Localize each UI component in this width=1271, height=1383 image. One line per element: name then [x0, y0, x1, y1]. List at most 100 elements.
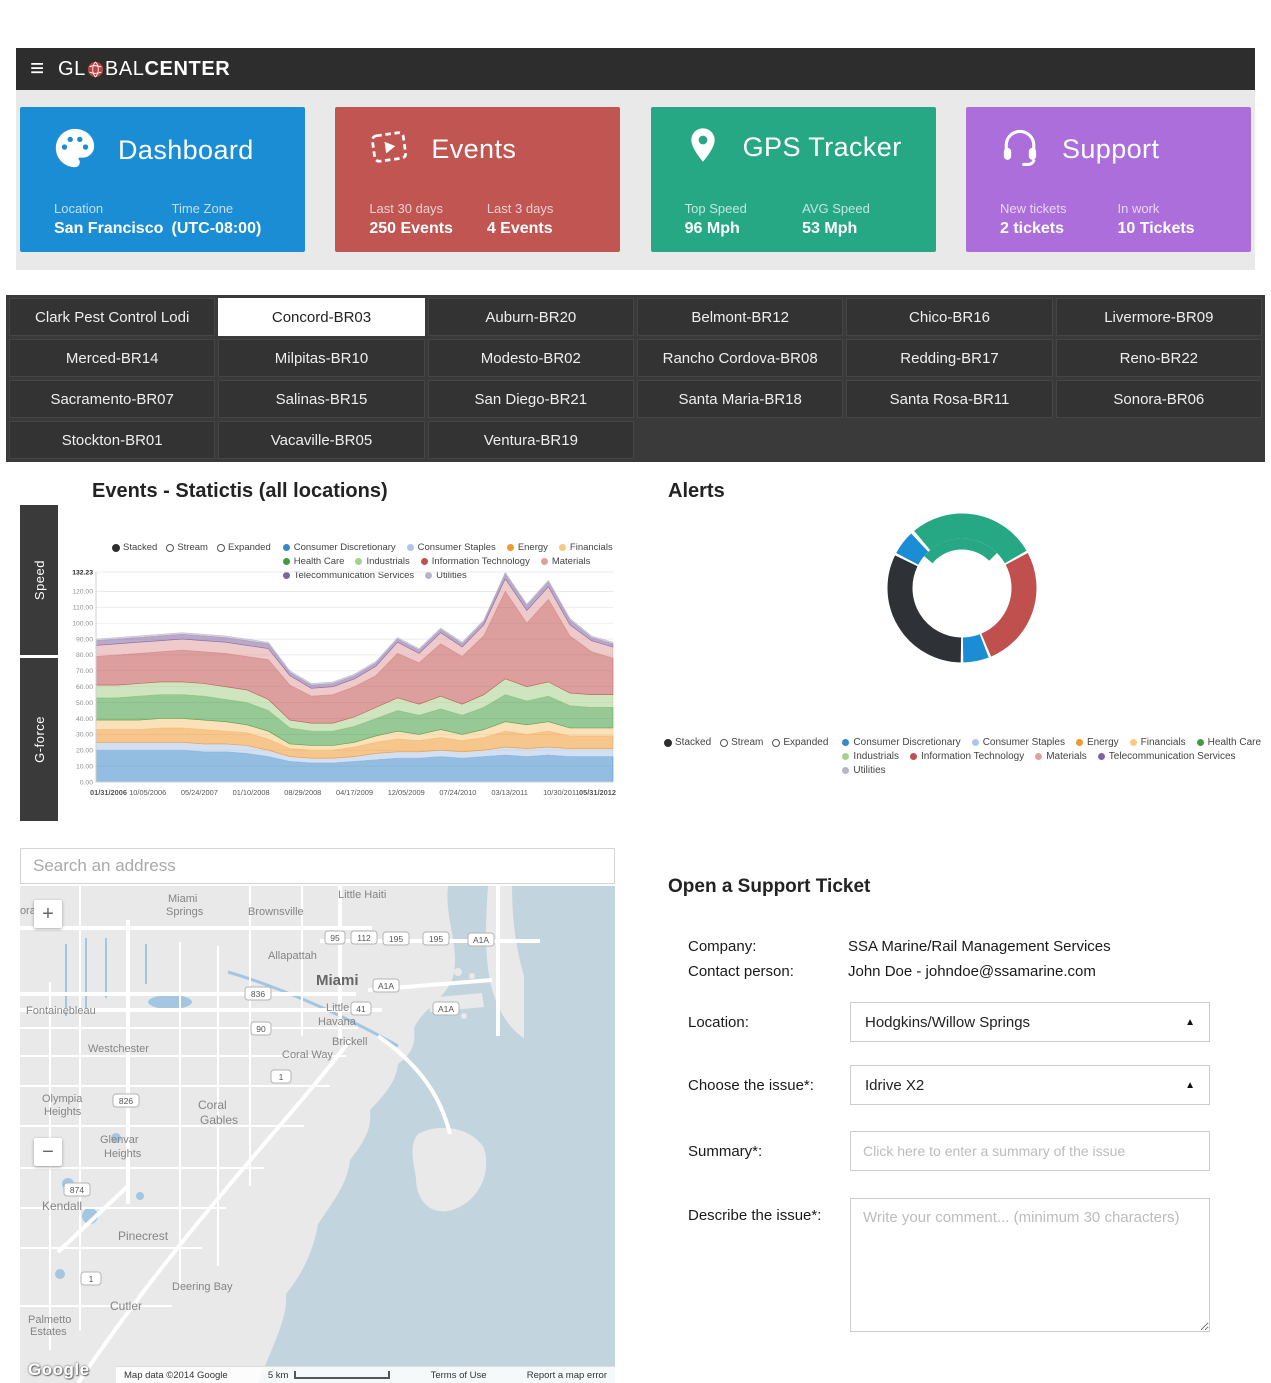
- road-badge-icon: 112: [350, 930, 378, 945]
- map-label: Miami: [316, 972, 359, 989]
- card-events[interactable]: Events Last 30 days 250 Events Last 3 days 4…: [335, 107, 621, 252]
- map-label: Allapattah: [268, 950, 317, 962]
- svg-text:195: 195: [429, 934, 443, 944]
- legend-dot-icon: [1097, 753, 1105, 760]
- terms-link[interactable]: Terms of Use: [430, 1369, 487, 1381]
- legend-item[interactable]: Consumer Staples: [971, 736, 1065, 749]
- issue-select[interactable]: Idrive X2 ▲: [850, 1065, 1210, 1105]
- legend-item[interactable]: Telecommunication Services: [1097, 750, 1236, 763]
- legend-item[interactable]: Information Technology: [910, 750, 1024, 763]
- location-button[interactable]: Livermore-BR09: [1055, 298, 1262, 336]
- legend-item[interactable]: Industrials: [842, 750, 899, 763]
- stat-label: Time Zone: [171, 201, 234, 216]
- location-button[interactable]: Clark Pest Control Lodi: [9, 298, 216, 336]
- stat-value: San Francisco: [54, 220, 164, 237]
- map-canvas[interactable]: DoralMiamiSpringsBrownsvilleLittle Haiti…: [20, 886, 615, 1383]
- legend-item[interactable]: Utilities: [425, 569, 467, 582]
- mode-stacked[interactable]: Stacked: [664, 736, 711, 749]
- location-button[interactable]: Rancho Cordova-BR08: [636, 339, 844, 377]
- stat-label: In work: [1117, 201, 1160, 216]
- mode-stacked[interactable]: Stacked: [112, 541, 157, 554]
- legend-item[interactable]: Consumer Staples: [406, 541, 496, 554]
- card-dashboard[interactable]: Dashboard Location San Francisco Time Zone (…: [20, 107, 305, 252]
- legend-item[interactable]: Consumer Discretionary: [282, 541, 396, 554]
- card-title: GPS Tracker: [742, 132, 902, 162]
- zoom-in-button[interactable]: +: [34, 900, 62, 928]
- tab-gforce[interactable]: G-force: [20, 658, 58, 821]
- location-select[interactable]: Hodgkins/Willow Springs ▲: [850, 1002, 1210, 1042]
- legend-item[interactable]: Materials: [540, 555, 590, 568]
- legend-dot-icon: [558, 544, 566, 551]
- location-button[interactable]: Auburn-BR20: [427, 298, 634, 336]
- legend-item[interactable]: Materials: [1035, 750, 1087, 763]
- location-button[interactable]: Redding-BR17: [846, 339, 1053, 377]
- report-error-link[interactable]: Report a map error: [526, 1369, 607, 1381]
- map-label: Heights: [104, 1148, 142, 1160]
- legend-item[interactable]: Energy: [506, 541, 548, 554]
- zoom-out-button[interactable]: −: [34, 1138, 62, 1166]
- menu-icon[interactable]: ≡: [30, 55, 45, 82]
- road-badge-icon: 1: [80, 1271, 102, 1286]
- legend-item[interactable]: Health Care: [1196, 736, 1261, 749]
- road-badge-icon: 90: [250, 1021, 272, 1036]
- map-label: Miami: [168, 893, 197, 905]
- mode-expanded[interactable]: Expanded: [772, 736, 828, 749]
- location-button[interactable]: San Diego-BR21: [427, 380, 634, 418]
- location-button[interactable]: Milpitas-BR10: [218, 339, 425, 377]
- dashboard-icon: [52, 125, 98, 176]
- legend-item[interactable]: Energy: [1075, 736, 1119, 749]
- location-button[interactable]: Sonora-BR06: [1055, 380, 1262, 418]
- map-label: Heights: [44, 1106, 82, 1118]
- location-button[interactable]: Ventura-BR19: [427, 421, 634, 459]
- location-button[interactable]: Vacaville-BR05: [218, 421, 425, 459]
- mode-stream[interactable]: Stream: [720, 736, 763, 749]
- road-badge-icon: 874: [63, 1182, 91, 1197]
- legend-item[interactable]: Information Technology: [420, 555, 530, 568]
- location-button[interactable]: Salinas-BR15: [218, 380, 425, 418]
- stat-value: (UTC-08:00): [171, 220, 262, 237]
- legend-item[interactable]: Telecommunication Services: [282, 569, 414, 582]
- location-button[interactable]: Modesto-BR02: [427, 339, 634, 377]
- legend-item[interactable]: Health Care: [282, 555, 344, 568]
- topbar: ≡ GL BAL CENTER: [16, 48, 1255, 90]
- mode-expanded[interactable]: Expanded: [216, 541, 271, 554]
- location-button[interactable]: Santa Maria-BR18: [636, 380, 844, 418]
- map-label: Glenvar: [100, 1134, 139, 1146]
- company-value: SSA Marine/Rail Management Services: [848, 938, 1111, 955]
- tab-speed[interactable]: Speed: [20, 505, 58, 655]
- map-container[interactable]: DoralMiamiSpringsBrownsvilleLittle Haiti…: [20, 886, 615, 1383]
- svg-text:120.00: 120.00: [72, 589, 93, 596]
- legend-item[interactable]: Consumer Discretionary: [842, 736, 961, 749]
- address-search-input[interactable]: [20, 848, 615, 884]
- location-button[interactable]: Chico-BR16: [846, 298, 1053, 336]
- card-gps-tracker[interactable]: GPS Tracker Top Speed 96 Mph AVG Speed 53 Mp…: [650, 107, 936, 252]
- legend-item[interactable]: Utilities: [842, 764, 886, 777]
- legend-item[interactable]: Industrials: [355, 555, 410, 568]
- location-button[interactable]: Sacramento-BR07: [9, 380, 216, 418]
- map-label: Palmetto: [28, 1314, 71, 1326]
- location-button[interactable]: Santa Rosa-BR11: [846, 380, 1053, 418]
- road-badge-icon: 195: [382, 931, 410, 946]
- radio-icon: [772, 738, 781, 747]
- map-label: Little Haiti: [338, 889, 386, 901]
- location-button[interactable]: Belmont-BR12: [636, 298, 844, 336]
- caret-up-icon: ▲: [1185, 1079, 1195, 1091]
- svg-text:01/10/2008: 01/10/2008: [233, 788, 270, 797]
- legend-item[interactable]: Financials: [558, 541, 613, 554]
- alerts-legend: Stacked Stream Expanded Consumer Discretio…: [664, 736, 1264, 777]
- location-button[interactable]: Stockton-BR01: [9, 421, 216, 459]
- legend-item[interactable]: Financials: [1129, 736, 1186, 749]
- location-button[interactable]: Reno-BR22: [1055, 339, 1262, 377]
- location-button[interactable]: Merced-BR14: [9, 339, 216, 377]
- events-icon: [367, 125, 411, 174]
- svg-text:41: 41: [356, 1004, 366, 1014]
- card-support[interactable]: Support New tickets 2 tickets In work 10 Tic…: [965, 107, 1251, 252]
- mode-stream[interactable]: Stream: [166, 541, 208, 554]
- summary-input[interactable]: [850, 1131, 1210, 1171]
- location-button[interactable]: Concord-BR03: [218, 298, 425, 336]
- svg-text:05/24/2007: 05/24/2007: [181, 788, 218, 797]
- map-scale-bar: [294, 1371, 391, 1379]
- map-scale-label: 5 km: [267, 1369, 289, 1381]
- chart-controls: Stacked Stream Expanded Consumer Discretio…: [112, 541, 617, 582]
- describe-textarea[interactable]: [850, 1198, 1210, 1332]
